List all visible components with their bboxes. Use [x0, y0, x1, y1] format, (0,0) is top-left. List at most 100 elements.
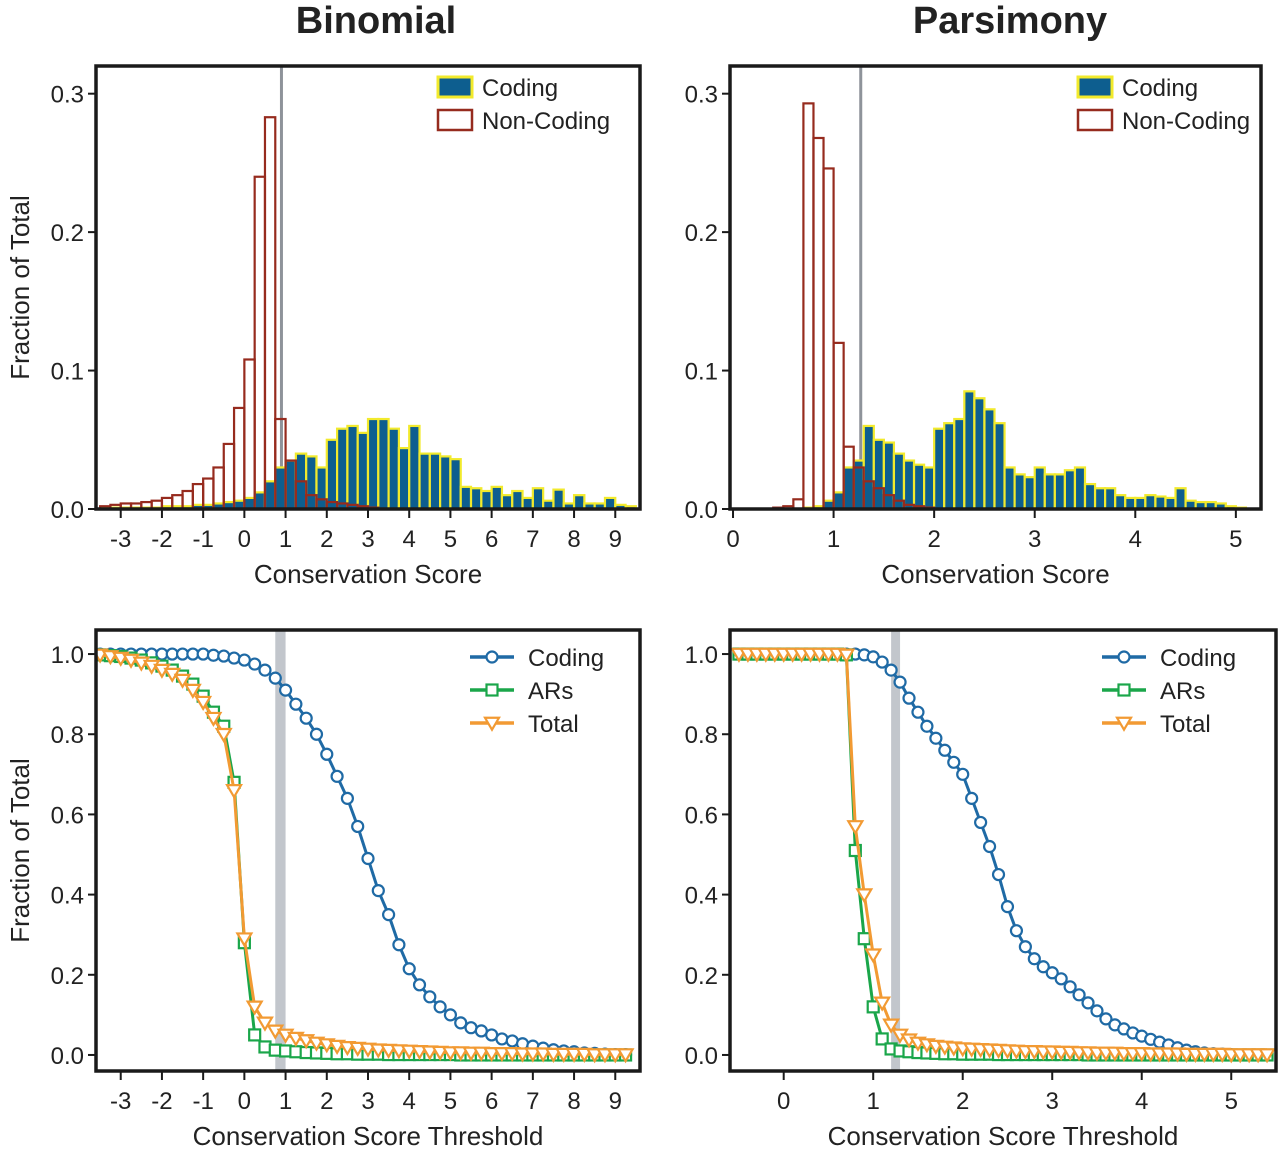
x-tick-label: -2 — [151, 1088, 172, 1115]
x-tick-label: 6 — [485, 526, 498, 553]
bar-coding — [902, 459, 916, 509]
bar-coding — [933, 427, 946, 509]
bar-coding — [1023, 476, 1036, 509]
point-coding — [938, 743, 952, 757]
point-coding — [920, 719, 934, 733]
bar-coding — [862, 424, 875, 509]
bar-coding — [1063, 469, 1077, 509]
y-tick-label: 0.1 — [685, 359, 718, 386]
y-tick-label: 0.0 — [685, 497, 718, 524]
point-total — [534, 1047, 553, 1063]
y-tick-label: 0.0 — [51, 497, 84, 524]
legend-marker — [485, 650, 499, 664]
bar-non-coding — [812, 136, 825, 509]
point-total — [472, 1046, 491, 1062]
bar-coding — [1053, 473, 1066, 509]
x-axis-label: Conservation Score Threshold — [193, 1121, 544, 1151]
y-tick-label: 0.2 — [51, 963, 84, 990]
point-total — [214, 727, 233, 744]
plot-area — [96, 630, 635, 1071]
bar-coding — [552, 488, 565, 509]
legend-label: Non-Coding — [1122, 108, 1250, 135]
bar-coding — [531, 487, 545, 509]
y-tick-label: 0.3 — [685, 82, 718, 109]
x-tick-label: 5 — [444, 1088, 457, 1115]
point-coding — [1099, 1012, 1113, 1026]
y-tick-label: 0.3 — [51, 82, 84, 109]
bar-coding — [973, 397, 986, 509]
plot-area — [772, 66, 1248, 509]
x-tick-label: 8 — [567, 526, 580, 553]
point-coding — [1018, 940, 1032, 954]
bar-non-coding — [222, 442, 236, 509]
x-tick-label: 4 — [403, 526, 416, 553]
x-tick-label: -1 — [192, 526, 213, 553]
legend-label: Coding — [1122, 75, 1198, 102]
legend-swatch — [436, 75, 474, 99]
legend: Coding ARs Total — [470, 645, 604, 738]
point-total — [873, 996, 892, 1012]
x-tick-label: 0 — [777, 1088, 790, 1115]
point-coding — [1072, 988, 1086, 1002]
x-tick-label: 6 — [485, 1088, 498, 1115]
x-tick-label: 1 — [279, 526, 292, 553]
point-coding — [1000, 900, 1015, 914]
point-coding — [875, 655, 889, 669]
bar-coding — [387, 427, 401, 509]
bar-coding — [1073, 466, 1087, 509]
x-tick-label: 0 — [238, 526, 251, 553]
point-coding — [929, 731, 943, 745]
x-tick-label: 3 — [1028, 526, 1041, 553]
bar-coding — [1003, 466, 1016, 509]
y-tick-label: 0.2 — [51, 220, 84, 247]
bar-coding — [1043, 473, 1056, 509]
x-tick-label: 5 — [1229, 526, 1242, 553]
point-total — [855, 888, 874, 904]
point-total — [400, 1044, 419, 1060]
x-tick-label: 1 — [867, 1088, 880, 1115]
point-total — [245, 1000, 264, 1016]
point-total — [389, 1044, 408, 1060]
y-tick-label: 0.4 — [685, 883, 718, 910]
point-total — [379, 1043, 398, 1059]
point-coding — [1045, 966, 1059, 980]
bar-non-coding — [243, 358, 256, 509]
point-total — [503, 1047, 522, 1063]
bar-coding — [490, 485, 504, 509]
point-coding — [965, 791, 979, 805]
series-total — [730, 647, 1276, 1064]
point-total — [410, 1045, 429, 1061]
x-tick-label: 8 — [567, 1088, 580, 1115]
point-coding — [248, 657, 262, 671]
x-tick-label: 3 — [1046, 1088, 1059, 1115]
column-title-binomial: Binomial — [296, 0, 456, 42]
point-total — [183, 683, 202, 699]
point-total — [462, 1046, 480, 1062]
legend-marker — [1117, 683, 1131, 697]
bar-coding — [253, 491, 267, 509]
point-coding — [371, 883, 385, 898]
bar-coding — [325, 438, 339, 509]
legend-entry-coding: Coding — [1102, 645, 1236, 672]
legend-label: Total — [1160, 711, 1211, 738]
point-coding — [268, 671, 282, 685]
bar-coding — [1093, 487, 1107, 509]
x-tick-label: 5 — [444, 526, 457, 553]
bar-coding — [912, 463, 926, 509]
bar-coding — [1174, 487, 1187, 509]
bar-coding — [922, 466, 936, 509]
point-total — [204, 711, 223, 728]
plot-area — [730, 630, 1276, 1071]
series-total — [96, 648, 635, 1064]
point-coding — [884, 663, 898, 677]
legend-label: Non-Coding — [482, 108, 610, 135]
point-coding — [412, 978, 427, 992]
point-coding — [947, 755, 961, 769]
legend-entry-ars: ARs — [470, 678, 573, 705]
legend-marker — [1117, 650, 1131, 664]
bar-coding — [274, 466, 287, 509]
point-coding — [423, 990, 437, 1004]
plot-frame — [728, 64, 1263, 511]
point-coding — [433, 1000, 447, 1014]
point-coding — [956, 767, 970, 781]
